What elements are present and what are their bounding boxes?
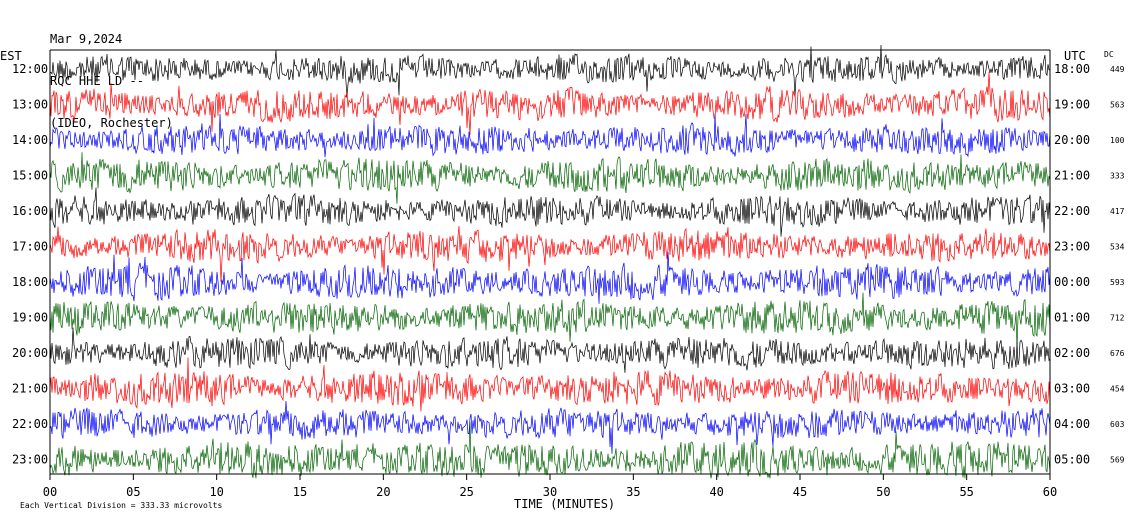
trace-line-2200 — [49, 400, 1051, 454]
dc-value-label: 417 — [1110, 207, 1125, 216]
dc-value-label: 333 — [1110, 172, 1125, 181]
est-hour-label: 18:00 — [12, 275, 48, 289]
utc-hour-label: 18:00 — [1054, 62, 1090, 76]
dc-axis-label: DC — [1104, 50, 1114, 59]
dc-value-label: 569 — [1110, 456, 1125, 465]
utc-hour-label: 23:00 — [1054, 240, 1090, 254]
trace-line-1500 — [49, 152, 1051, 204]
est-axis-label: EST — [0, 49, 22, 63]
dc-value-label: 100 — [1110, 136, 1125, 145]
utc-hour-label: 04:00 — [1054, 417, 1090, 431]
x-tick-label: 25 — [459, 485, 473, 499]
trace-line-1400 — [49, 113, 1051, 158]
est-hour-label: 16:00 — [12, 204, 48, 218]
utc-hour-label: 02:00 — [1054, 346, 1090, 360]
x-tick-label: 20 — [376, 485, 390, 499]
est-hour-label: 12:00 — [12, 62, 48, 76]
x-tick-label: 40 — [709, 485, 723, 499]
trace-line-2000 — [49, 327, 1051, 373]
est-hour-label: 23:00 — [12, 453, 48, 467]
utc-hour-label: 21:00 — [1054, 169, 1090, 183]
x-axis-title: TIME (MINUTES) — [514, 497, 615, 511]
dc-value-label: 603 — [1110, 420, 1125, 429]
utc-hour-label: 22:00 — [1054, 204, 1090, 218]
utc-hour-label: 20:00 — [1054, 133, 1090, 147]
trace-layer — [49, 44, 1051, 479]
trace-line-1600 — [49, 187, 1051, 237]
trace-line-2300 — [49, 421, 1051, 479]
scale-note: Each Vertical Division = 333.33 microvol… — [20, 501, 222, 510]
x-tick-label: 50 — [876, 485, 890, 499]
utc-hour-label: 00:00 — [1054, 275, 1090, 289]
dc-value-label: 712 — [1110, 314, 1125, 323]
dc-value-label: 454 — [1110, 385, 1125, 394]
trace-line-1700 — [49, 225, 1051, 283]
dc-value-label: 676 — [1110, 349, 1125, 358]
utc-hour-label: 19:00 — [1054, 98, 1090, 112]
dc-value-label: 449 — [1110, 65, 1125, 74]
x-tick-label: 35 — [626, 485, 640, 499]
utc-hour-label: 03:00 — [1054, 382, 1090, 396]
x-tick-label: 45 — [793, 485, 807, 499]
dc-value-label: 593 — [1110, 278, 1125, 287]
utc-axis-label: UTC — [1064, 49, 1086, 63]
x-tick-label: 15 — [293, 485, 307, 499]
est-hour-label: 15:00 — [12, 169, 48, 183]
trace-line-1800 — [49, 251, 1051, 304]
chart-date: Mar 9,2024 — [50, 32, 123, 46]
est-hour-label: 22:00 — [12, 417, 48, 431]
x-tick-label: 30 — [543, 485, 557, 499]
trace-line-1900 — [49, 292, 1051, 350]
header-block: Mar 9,2024 RQC HHE LD -- (IDEO, Rocheste… — [50, 4, 173, 144]
x-tick-label: 10 — [209, 485, 223, 499]
x-tick-label: 55 — [959, 485, 973, 499]
station-label: (IDEO, Rochester) — [50, 116, 173, 130]
est-hour-label: 21:00 — [12, 382, 48, 396]
trace-line-1200 — [49, 44, 1051, 98]
trace-line-1300 — [49, 72, 1051, 135]
dc-value-label: 534 — [1110, 243, 1125, 252]
est-hour-label: 14:00 — [12, 133, 48, 147]
dc-value-label: 563 — [1110, 101, 1125, 110]
x-tick-label: 05 — [126, 485, 140, 499]
trace-line-2100 — [49, 357, 1051, 412]
utc-hour-label: 05:00 — [1054, 453, 1090, 467]
x-tick-label: 00 — [43, 485, 57, 499]
est-hour-label: 13:00 — [12, 98, 48, 112]
utc-hour-label: 01:00 — [1054, 311, 1090, 325]
est-hour-label: 20:00 — [12, 346, 48, 360]
est-hour-label: 19:00 — [12, 311, 48, 325]
x-tick-label: 60 — [1043, 485, 1057, 499]
est-hour-label: 17:00 — [12, 240, 48, 254]
channel-label: RQC HHE LD -- — [50, 74, 144, 88]
